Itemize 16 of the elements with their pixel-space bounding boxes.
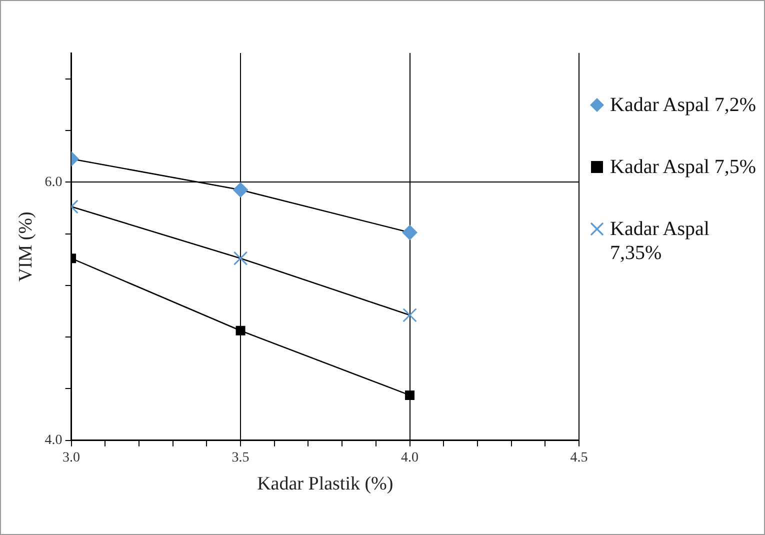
x-tick-label: 4.0: [401, 450, 419, 466]
point: [402, 308, 417, 322]
y-axis-title: VIM (%): [15, 212, 36, 282]
x-axis-title: Kadar Plastik (%): [257, 474, 394, 495]
point: [233, 182, 248, 198]
legend-label: Kadar Aspal 7,5%: [610, 155, 756, 179]
x-tick-label: 3.0: [62, 450, 80, 466]
legend-label: Kadar Aspal 7,35%: [610, 217, 710, 265]
x-tick-label: 4.5: [570, 450, 588, 466]
point: [236, 326, 246, 336]
point: [402, 224, 418, 240]
point: [233, 251, 248, 266]
point: [405, 390, 415, 400]
y-tick-label: 6.0: [44, 174, 62, 190]
legend-label: Kadar Aspal 7,2%: [610, 93, 756, 117]
x-tick-label: 3.5: [232, 450, 250, 466]
